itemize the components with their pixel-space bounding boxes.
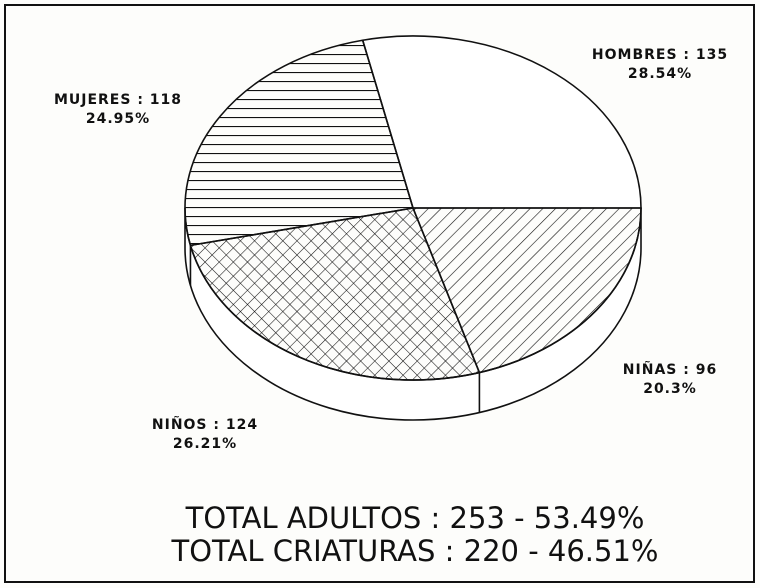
slice-percent: 28.54% (628, 66, 692, 82)
pie-slice (411, 207, 642, 374)
total-adults: TOTAL ADULTOS : 253 - 53.49% (185, 501, 645, 535)
pie-slice (184, 39, 415, 247)
slice-label: MUJERES : 118 (54, 92, 182, 108)
slice-label: HOMBRES : 135 (592, 47, 728, 63)
frame (4, 4, 755, 583)
slice-percent: 26.21% (173, 436, 237, 452)
slice-percent: 20.3% (643, 381, 697, 397)
pie-slice (189, 207, 481, 381)
pie-slice (361, 35, 642, 209)
slice-label: NIÑAS : 96 (623, 361, 717, 378)
slice-label: NIÑOS : 124 (152, 416, 258, 433)
total-children: TOTAL CRIATURAS : 220 - 46.51% (171, 534, 659, 568)
slice-percent: 24.95% (86, 111, 150, 127)
